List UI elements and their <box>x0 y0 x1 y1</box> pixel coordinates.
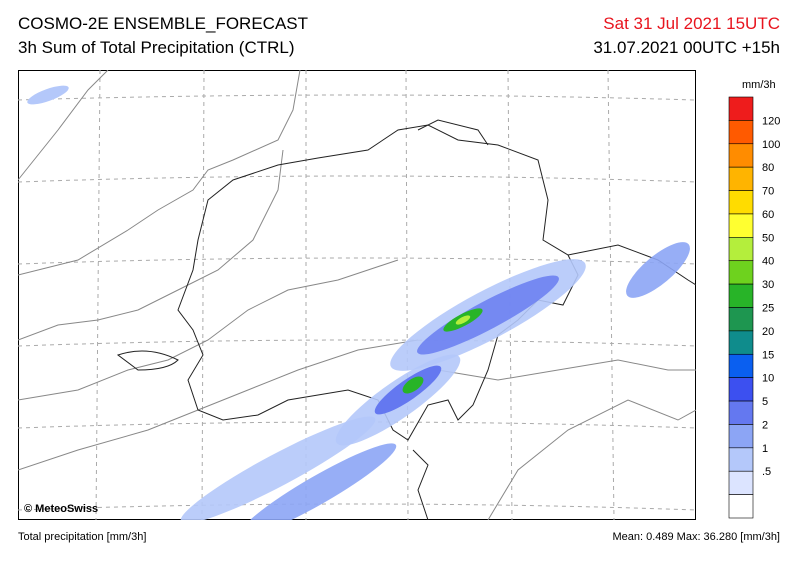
legend-label: 1 <box>762 443 768 455</box>
title: COSMO-2E ENSEMBLE_FORECAST <box>18 14 309 33</box>
legend-swatch <box>728 190 754 215</box>
legend-swatch <box>728 470 754 495</box>
legend-unit: mm/3h <box>742 79 776 91</box>
legend-swatch <box>728 377 754 402</box>
legend-swatch <box>728 166 754 191</box>
valid-time: Sat 31 Jul 2021 15UTC <box>603 14 780 33</box>
legend-swatch <box>728 120 754 145</box>
precipitation <box>27 85 690 520</box>
legend-swatch <box>728 307 754 332</box>
legend-swatch <box>728 424 754 449</box>
legend-label: 2 <box>762 419 768 431</box>
run-time: 31.07.2021 00UTC +15h <box>593 38 780 57</box>
legend-swatch <box>728 447 754 472</box>
legend-swatch <box>728 283 754 308</box>
legend-label: 15 <box>762 349 774 361</box>
legend-label: 5 <box>762 396 768 408</box>
legend-label: 40 <box>762 256 774 268</box>
map: © MeteoSwiss <box>18 70 696 520</box>
credit: © MeteoSwiss <box>24 503 98 515</box>
legend-swatch <box>728 143 754 168</box>
legend-label: 100 <box>762 139 780 151</box>
legend-swatch <box>728 96 754 121</box>
legend-label: 30 <box>762 279 774 291</box>
legend-swatch <box>728 237 754 262</box>
legend-swatch <box>728 213 754 238</box>
footer-right: Mean: 0.489 Max: 36.280 [mm/3h] <box>612 531 780 543</box>
legend-label: 10 <box>762 373 774 385</box>
legend-label: .5 <box>762 466 771 478</box>
footer-left: Total precipitation [mm/3h] <box>18 531 147 543</box>
legend-label: 60 <box>762 209 774 221</box>
legend-swatch <box>728 400 754 425</box>
legend: mm/3h 120 100 80 70 60 50 40 30 25 20 15 10 5 2 1 .5 <box>728 79 780 519</box>
legend-swatch <box>728 494 754 519</box>
legend-swatch <box>728 260 754 285</box>
legend-label: 20 <box>762 326 774 338</box>
legend-label: 50 <box>762 232 774 244</box>
legend-label: 80 <box>762 162 774 174</box>
legend-swatch <box>728 330 754 355</box>
legend-label: 25 <box>762 303 774 315</box>
legend-swatch <box>728 353 754 378</box>
subtitle: 3h Sum of Total Precipitation (CTRL) <box>18 38 295 57</box>
legend-label: 70 <box>762 186 774 198</box>
legend-label: 120 <box>762 115 780 127</box>
